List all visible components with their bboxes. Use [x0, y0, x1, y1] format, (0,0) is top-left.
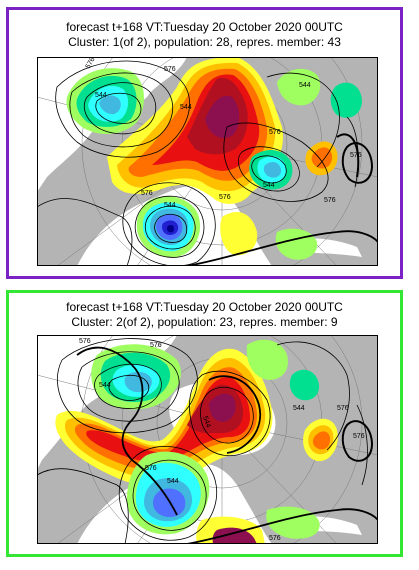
cluster-1-map: 576 576 544 544 544 576 576 544 576 544 …	[37, 57, 378, 266]
panel-title-line2: Cluster: 2(of 2), population: 23, repres…	[71, 315, 338, 329]
positive-anomaly-shading	[107, 57, 338, 256]
contour-label: 576	[85, 57, 97, 70]
contour-label: 576	[145, 465, 157, 472]
cluster-1-panel: forecast t+168 VT:Tuesday 20 October 202…	[6, 7, 403, 279]
cluster-2-map-svg: 576 576 544 544 544 576 576 544 576 576	[37, 335, 378, 544]
map-frame	[37, 57, 378, 266]
contour-label: 576	[337, 405, 349, 412]
geopotential-contours	[37, 60, 359, 266]
contour-label: 544	[95, 92, 107, 99]
contour-label: 576	[269, 535, 281, 542]
contour-label: 544	[180, 104, 192, 111]
contour-labels: 576 576 544 544 544 576 576 544 576 576	[79, 338, 365, 542]
contour-labels: 576 576 544 544 544 576 576 544 576 544 …	[85, 57, 362, 209]
contour-label: 576	[269, 129, 281, 136]
contour-label: 576	[79, 338, 91, 345]
contour-label: 544	[164, 202, 176, 209]
contour-label: 576	[350, 152, 362, 159]
contour-label: 576	[150, 342, 162, 349]
contour-label: 544	[167, 478, 179, 485]
positive-anomaly-shading	[55, 348, 338, 544]
contour-label: 544	[99, 382, 111, 389]
contour-label: 576	[219, 194, 231, 201]
contour-label: 576	[164, 66, 176, 73]
cluster-2-panel: forecast t+168 VT:Tuesday 20 October 202…	[6, 290, 403, 557]
geopotential-contours	[37, 338, 368, 544]
contour-label: 544	[201, 415, 212, 428]
negative-anomaly-shading	[66, 68, 362, 260]
panel-title-line1: forecast t+168 VT:Tuesday 20 October 202…	[66, 20, 343, 34]
contour-label: 544	[299, 82, 311, 89]
map-frame	[37, 335, 378, 544]
cluster-2-map: 576 576 544 544 544 576 576 544 576 576	[37, 335, 378, 544]
contour-label: 544	[263, 182, 275, 189]
contour-label: 544	[293, 405, 305, 412]
panel-title-line1: forecast t+168 VT:Tuesday 20 October 202…	[66, 300, 343, 314]
contour-label: 576	[324, 197, 336, 204]
contour-label: 576	[141, 190, 153, 197]
contour-label: 576	[353, 433, 365, 440]
cluster-1-map-svg: 576 576 544 544 544 576 576 544 576 544 …	[37, 57, 378, 266]
panel-title-line2: Cluster: 1(of 2), population: 28, repres…	[68, 35, 341, 49]
